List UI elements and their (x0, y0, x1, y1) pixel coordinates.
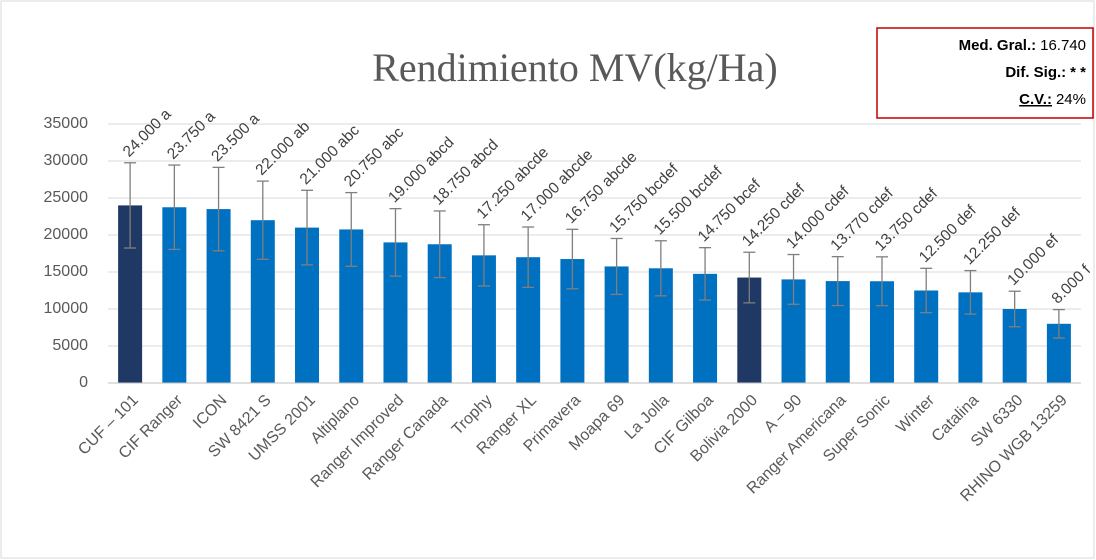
chart-title: Rendimiento MV(kg/Ha) (372, 45, 778, 90)
error-bar (964, 269, 977, 315)
error-bar (654, 240, 667, 297)
error-bar (124, 162, 137, 249)
error-bar (566, 228, 579, 290)
error-bar (743, 251, 756, 304)
error-bar (301, 189, 314, 266)
stats-box (876, 27, 1094, 119)
stat: Dif. Sig.: * * (1005, 64, 1086, 81)
error-bar (212, 166, 225, 252)
error-bar (389, 208, 402, 277)
error-bar (610, 237, 623, 296)
y-tick-label: 5000 (52, 337, 88, 354)
stat-value: * * (1070, 64, 1086, 81)
error-bar (345, 191, 358, 267)
error-bar (433, 210, 446, 279)
error-bar (1008, 290, 1021, 328)
error-bar (920, 267, 933, 314)
y-tick-label: 20000 (44, 226, 89, 243)
error-bar (787, 253, 800, 305)
error-bar (831, 255, 844, 307)
error-bar (875, 256, 888, 307)
error-bar (522, 226, 535, 289)
y-tick-label: 15000 (44, 263, 89, 280)
stat-value: 24% (1056, 91, 1086, 108)
y-tick-label: 30000 (44, 152, 89, 169)
error-bar (477, 224, 490, 287)
stat-label: Dif. Sig.: (1005, 64, 1066, 81)
stat-value: 16.740 (1040, 37, 1086, 54)
error-bar (168, 164, 181, 251)
y-tick-label: 25000 (44, 189, 89, 206)
stat-label: Med. Gral.: (959, 37, 1037, 54)
y-tick-label: 10000 (44, 300, 89, 317)
stat: Med. Gral.: 16.740 (959, 37, 1086, 54)
error-bar (256, 180, 269, 260)
stat-label: C.V.: (1019, 91, 1052, 108)
y-tick-label: 35000 (44, 115, 89, 132)
stat: C.V.: 24% (1019, 91, 1086, 108)
error-bar (699, 247, 712, 301)
error-bar (1052, 308, 1065, 339)
y-tick-label: 0 (79, 374, 88, 391)
